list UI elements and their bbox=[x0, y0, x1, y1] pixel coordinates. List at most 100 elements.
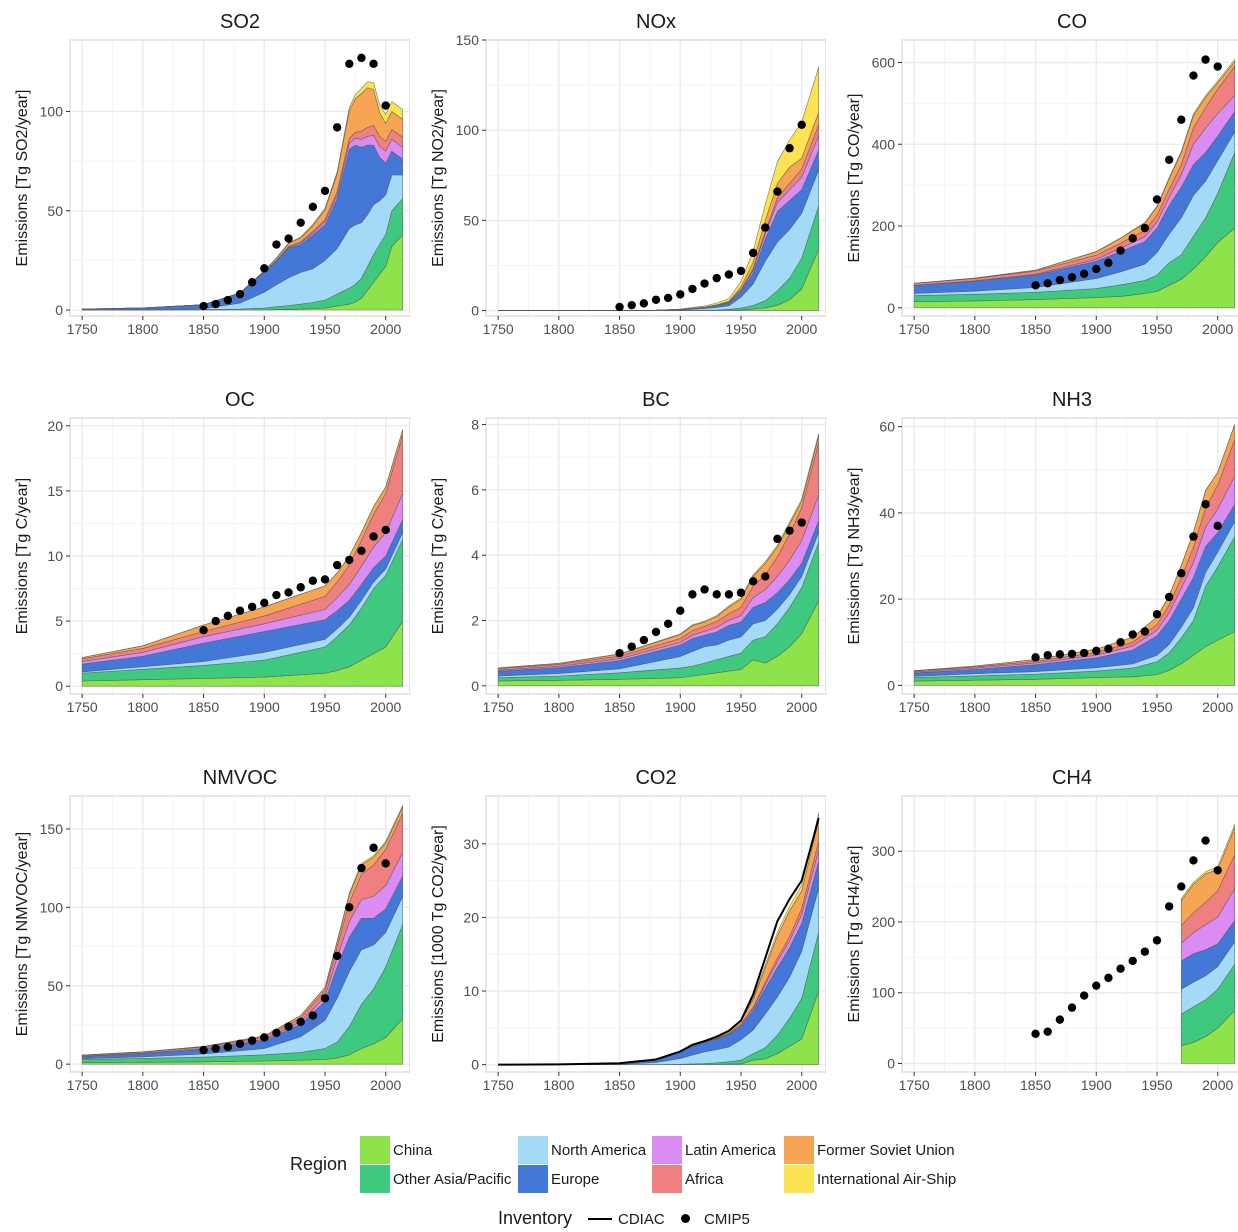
x-tick-label: 1750 bbox=[899, 699, 930, 715]
y-tick-label: 10 bbox=[47, 548, 63, 564]
legend-item-latin-america: Latin America bbox=[652, 1136, 776, 1164]
cmip5-point bbox=[332, 123, 342, 132]
cmip5-point bbox=[223, 1042, 233, 1052]
cmip5-point bbox=[1092, 981, 1101, 990]
cmip5-point bbox=[712, 590, 721, 599]
legend-label: Former Soviet Union bbox=[817, 1141, 955, 1159]
legend-label: International Air-Ship bbox=[817, 1170, 957, 1188]
cmip5-point bbox=[308, 202, 318, 211]
cmip5-point bbox=[1177, 569, 1186, 578]
legend-item-china: China bbox=[360, 1136, 432, 1164]
x-tick-label: 2000 bbox=[370, 321, 401, 337]
chart-title: OC bbox=[225, 389, 255, 411]
cmip5-point bbox=[1189, 856, 1198, 865]
x-tick-label: 1850 bbox=[1020, 321, 1051, 337]
chart-svg-so2: 1750 1800 1850 1900 1950 2000 0 50 100 SO2 Emissio… bbox=[14, 11, 410, 337]
cmip5-point bbox=[785, 526, 794, 535]
cmip5-point bbox=[1164, 902, 1174, 911]
cmip5-point bbox=[369, 59, 378, 69]
cmip5-point bbox=[296, 218, 305, 227]
chart-title: NMVOC bbox=[203, 767, 277, 789]
cmip5-point bbox=[712, 273, 721, 283]
cmip5-point bbox=[345, 555, 354, 565]
y-axis-label: Emissions [Tg CH4/year] bbox=[846, 846, 863, 1023]
x-tick-label: 1750 bbox=[899, 321, 930, 337]
cmip5-point bbox=[1079, 648, 1089, 658]
cmip5-point bbox=[211, 299, 220, 309]
legend-swatch bbox=[784, 1165, 814, 1193]
panel-nmvoc: 1750 1800 1850 1900 1950 2000 0 50 100 150 NMVOC Em… bbox=[0, 756, 410, 1108]
cmip5-point bbox=[369, 532, 378, 541]
cmip5-point bbox=[357, 53, 366, 63]
legend-swatch bbox=[360, 1136, 390, 1164]
y-axis-label: Emissions [Tg SO2/year] bbox=[14, 90, 31, 267]
cmip5-point bbox=[615, 302, 624, 312]
cmip5-point bbox=[700, 585, 709, 594]
x-tick-label: 1750 bbox=[67, 1077, 98, 1093]
x-tick-label: 1800 bbox=[543, 1077, 574, 1093]
cmip5-point bbox=[1189, 532, 1198, 541]
y-tick-label: 15 bbox=[47, 483, 63, 499]
x-tick-label: 1850 bbox=[188, 321, 219, 337]
cmip5-point bbox=[320, 186, 330, 196]
cmip5-point bbox=[688, 284, 697, 294]
legend-label: Other Asia/Pacific bbox=[393, 1170, 512, 1188]
cmip5-point bbox=[247, 602, 257, 611]
cmip5-point bbox=[235, 1039, 245, 1048]
cmip5-point bbox=[284, 1022, 293, 1031]
cmip5-point bbox=[272, 590, 281, 600]
cmip5-point bbox=[1116, 964, 1125, 973]
chart-title: SO2 bbox=[220, 11, 260, 33]
legend-label: CDIAC bbox=[618, 1210, 665, 1228]
y-tick-label: 60 bbox=[879, 419, 895, 435]
cmip5-point bbox=[199, 301, 208, 311]
cmip5-point bbox=[773, 534, 782, 544]
chart-title: CO bbox=[1057, 11, 1087, 33]
y-tick-label: 100 bbox=[40, 103, 64, 119]
x-tick-label: 1950 bbox=[1141, 699, 1172, 715]
y-tick-label: 5 bbox=[55, 613, 63, 629]
cmip5-point bbox=[748, 248, 758, 258]
cmip5-point bbox=[199, 1045, 208, 1055]
cmip5-point bbox=[1055, 650, 1065, 659]
x-tick-label: 1750 bbox=[899, 1077, 930, 1093]
cmip5-point bbox=[211, 1044, 220, 1053]
x-tick-label: 2000 bbox=[786, 1077, 817, 1093]
cmip5-point bbox=[639, 299, 649, 308]
x-tick-label: 1750 bbox=[67, 321, 98, 337]
cmip5-point bbox=[272, 240, 281, 249]
legend-swatch bbox=[518, 1136, 548, 1164]
y-tick-label: 200 bbox=[872, 218, 896, 234]
x-tick-label: 1950 bbox=[309, 699, 340, 715]
panel-border bbox=[69, 795, 410, 1073]
legend-label: Europe bbox=[551, 1170, 600, 1188]
cmip5-point bbox=[1201, 500, 1210, 509]
x-tick-label: 1900 bbox=[665, 1077, 696, 1093]
legend-item-cdiac: CDIAC bbox=[586, 1208, 665, 1230]
chart-title: CO2 bbox=[635, 767, 676, 789]
x-tick-label: 1800 bbox=[127, 321, 158, 337]
x-tick-label: 1800 bbox=[959, 321, 990, 337]
cmip5-point bbox=[1213, 866, 1222, 875]
cmip5-point bbox=[332, 560, 342, 570]
cmip5-point bbox=[1031, 653, 1040, 662]
cmip5-point bbox=[748, 577, 758, 586]
x-tick-label: 2000 bbox=[786, 699, 817, 715]
cmip5-point bbox=[1055, 275, 1065, 285]
chart-title: CH4 bbox=[1052, 767, 1092, 789]
x-tick-label: 1950 bbox=[725, 699, 756, 715]
x-tick-label: 1800 bbox=[127, 1077, 158, 1093]
cmip5-point bbox=[320, 575, 330, 584]
cmip5-point bbox=[1043, 650, 1052, 660]
panel-border bbox=[485, 417, 826, 695]
y-axis-label: Emissions [Tg CO/year] bbox=[846, 94, 863, 263]
x-tick-label: 1750 bbox=[67, 699, 98, 715]
x-tick-label: 1750 bbox=[483, 699, 514, 715]
chart-title: NOx bbox=[636, 11, 676, 33]
cmip5-point bbox=[1201, 836, 1210, 845]
panel-oc: 1750 1800 1850 1900 1950 2000 0 5 10 15 20 OC Emissi… bbox=[0, 378, 410, 730]
panel-nox: 1750 1800 1850 1900 1950 2000 0 50 100 150 NOx Emis… bbox=[416, 0, 826, 352]
cmip5-point bbox=[736, 266, 746, 276]
x-tick-label: 1800 bbox=[543, 699, 574, 715]
point-key-icon bbox=[672, 1208, 700, 1230]
